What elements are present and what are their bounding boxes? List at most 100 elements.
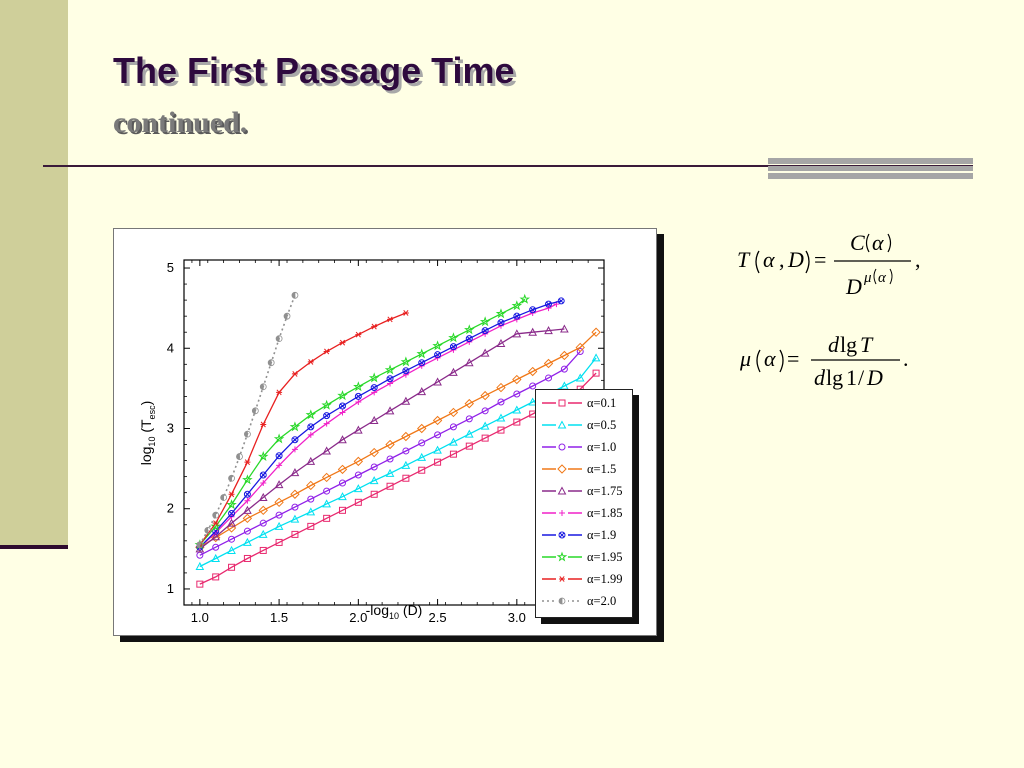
data-point [369, 476, 379, 485]
data-point [354, 484, 363, 493]
data-point [258, 505, 268, 516]
data-point [512, 374, 522, 385]
data-point [591, 353, 601, 362]
data-point [512, 329, 522, 338]
legend-item: α=1.0 [536, 437, 634, 457]
data-point [402, 310, 409, 316]
data-point [576, 347, 584, 355]
data-point [291, 291, 296, 299]
y-tick-label: 2 [167, 501, 174, 516]
data-point [480, 390, 490, 401]
legend-gap [556, 420, 568, 430]
data-point [212, 543, 220, 551]
legend-label: α=1.95 [587, 550, 623, 564]
data-point [449, 423, 457, 431]
data-point [371, 323, 378, 330]
data-point [529, 306, 537, 314]
data-point [480, 421, 490, 430]
legend-label: α=1.9 [587, 528, 617, 542]
data-point [497, 319, 505, 327]
data-point [370, 384, 378, 391]
legend-gap [556, 464, 568, 474]
data-point [354, 392, 362, 400]
data-point [465, 335, 473, 343]
legend-swatch [542, 420, 582, 430]
data-point [243, 490, 251, 498]
data-point [496, 338, 506, 347]
data-point-outline [294, 291, 299, 299]
data-point [338, 492, 347, 501]
data-point [354, 471, 362, 479]
data-point [228, 563, 236, 571]
data-point [386, 455, 394, 463]
svg-text:C: C [850, 230, 865, 255]
data-point [448, 332, 459, 343]
svg-text:lg: lg [826, 365, 843, 390]
data-point [464, 429, 474, 438]
data-point [434, 351, 442, 359]
series-line [199, 351, 581, 556]
data-point [275, 335, 280, 343]
svg-text:μ: μ [739, 346, 751, 371]
series-line [199, 312, 407, 546]
data-point [259, 519, 267, 527]
data-point [386, 375, 394, 383]
legend-label: α=1.0 [587, 440, 617, 454]
data-point [227, 518, 236, 527]
data-point [512, 405, 522, 414]
data-point [276, 462, 283, 469]
data-point [275, 452, 283, 460]
data-point [495, 308, 507, 319]
data-point [513, 312, 521, 320]
x-tick-label: 1.5 [270, 610, 288, 625]
data-point [496, 413, 506, 422]
data-point [401, 431, 411, 442]
data-point [267, 359, 272, 367]
data-point [417, 423, 427, 434]
data-point [527, 366, 538, 377]
data-point [196, 541, 201, 549]
series-1 [195, 353, 601, 570]
data-point [322, 499, 331, 508]
svg-text:D: D [866, 365, 883, 390]
data-point [575, 373, 585, 382]
data-point [228, 474, 232, 482]
data-point [355, 331, 362, 338]
data-point [384, 364, 396, 375]
data-point [337, 464, 348, 475]
series-9 [196, 291, 299, 549]
data-point [353, 381, 364, 392]
data-point [258, 529, 268, 538]
svg-text:α: α [764, 346, 776, 371]
data-point [559, 350, 570, 361]
data-point [290, 468, 300, 477]
legend-gap [556, 442, 568, 452]
data-point [369, 447, 379, 458]
svg-text:D: D [845, 274, 862, 299]
data-point [417, 387, 427, 396]
data-point [528, 397, 538, 406]
data-point-outline [247, 430, 251, 438]
data-point [306, 507, 316, 516]
legend-swatch [542, 464, 582, 474]
y-tick-label: 1 [167, 581, 174, 596]
data-point [290, 514, 300, 523]
x-tick-label: 3.0 [508, 610, 526, 625]
title-divider-line [43, 165, 973, 167]
data-point [370, 490, 378, 498]
data-point [513, 390, 521, 398]
data-point [204, 526, 209, 534]
legend-label: α=1.85 [587, 506, 623, 520]
data-point [497, 426, 505, 434]
data-point [545, 374, 553, 382]
data-point [306, 456, 316, 465]
data-point [212, 520, 219, 527]
data-point [228, 535, 236, 543]
data-point [354, 498, 362, 506]
left-sidebar-band [0, 0, 68, 546]
series-4 [195, 324, 569, 553]
legend-marker [557, 486, 567, 495]
data-point [307, 358, 314, 365]
series-2 [196, 347, 584, 559]
data-point [276, 389, 283, 396]
